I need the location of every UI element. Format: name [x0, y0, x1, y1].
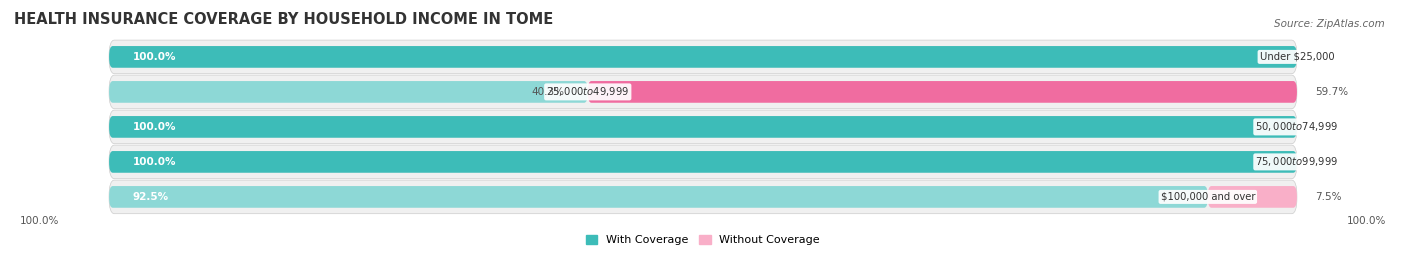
- Text: 100.0%: 100.0%: [1347, 216, 1386, 226]
- Text: $75,000 to $99,999: $75,000 to $99,999: [1256, 156, 1339, 168]
- FancyBboxPatch shape: [110, 40, 1296, 74]
- FancyBboxPatch shape: [110, 81, 588, 103]
- Text: 92.5%: 92.5%: [132, 192, 169, 202]
- Text: Under $25,000: Under $25,000: [1260, 52, 1334, 62]
- FancyBboxPatch shape: [110, 186, 1208, 208]
- Text: $50,000 to $74,999: $50,000 to $74,999: [1256, 120, 1339, 133]
- FancyBboxPatch shape: [1208, 186, 1296, 208]
- Text: $25,000 to $49,999: $25,000 to $49,999: [546, 85, 630, 98]
- FancyBboxPatch shape: [110, 180, 1296, 214]
- Text: Source: ZipAtlas.com: Source: ZipAtlas.com: [1274, 19, 1385, 29]
- FancyBboxPatch shape: [588, 81, 1296, 103]
- FancyBboxPatch shape: [110, 75, 1296, 109]
- Text: 100.0%: 100.0%: [20, 216, 59, 226]
- Text: 100.0%: 100.0%: [132, 122, 176, 132]
- Text: 7.5%: 7.5%: [1315, 192, 1341, 202]
- Text: 40.3%: 40.3%: [531, 87, 564, 97]
- FancyBboxPatch shape: [110, 116, 1296, 138]
- Legend: With Coverage, Without Coverage: With Coverage, Without Coverage: [582, 231, 824, 250]
- FancyBboxPatch shape: [110, 46, 1296, 68]
- FancyBboxPatch shape: [110, 145, 1296, 179]
- Text: 100.0%: 100.0%: [132, 52, 176, 62]
- Text: $100,000 and over: $100,000 and over: [1160, 192, 1256, 202]
- FancyBboxPatch shape: [110, 151, 1296, 173]
- Text: 59.7%: 59.7%: [1315, 87, 1348, 97]
- FancyBboxPatch shape: [110, 110, 1296, 144]
- Text: HEALTH INSURANCE COVERAGE BY HOUSEHOLD INCOME IN TOME: HEALTH INSURANCE COVERAGE BY HOUSEHOLD I…: [14, 12, 554, 27]
- Text: 100.0%: 100.0%: [132, 157, 176, 167]
